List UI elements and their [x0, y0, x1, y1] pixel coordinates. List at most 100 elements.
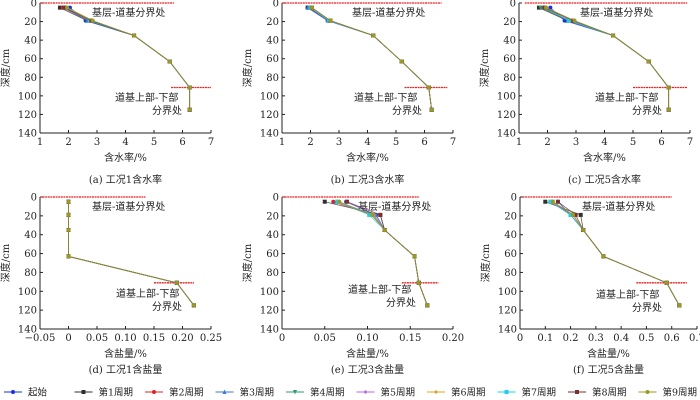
data-point	[11, 390, 15, 394]
data-point	[62, 5, 67, 10]
legend-item: 第4周期	[286, 387, 345, 399]
data-point	[132, 33, 137, 38]
y-tick-label: 60	[266, 249, 279, 260]
y-tick-label: 0	[273, 0, 279, 10]
series-9	[309, 5, 434, 112]
annotation-subgrade-boundary: 道基上部-下部	[354, 91, 417, 104]
data-point	[434, 390, 438, 394]
y-tick-label: 20	[503, 17, 516, 28]
series-9	[337, 199, 430, 308]
data-point	[578, 212, 583, 217]
data-point	[572, 18, 577, 23]
subplot-caption: (c) 工况5含水率	[568, 173, 641, 186]
x-tick-label: 0.5	[638, 333, 654, 344]
data-point	[504, 390, 509, 394]
data-point	[581, 228, 586, 232]
x-tick-label: 2	[65, 137, 71, 148]
legend-item: 第3周期	[215, 387, 275, 399]
data-point	[544, 5, 549, 10]
x-tick-label: 4	[122, 137, 128, 148]
y-tick-label: 0	[510, 0, 516, 10]
data-point	[344, 199, 349, 204]
legend-label: 第8周期	[592, 387, 627, 399]
annotation-base-subgrade: 基层-道基分界处	[580, 6, 653, 19]
data-point	[337, 199, 342, 204]
data-point	[66, 254, 71, 259]
y-tick-label: 140	[260, 325, 279, 336]
y-axis-label: 深度/cm	[241, 48, 254, 87]
data-point	[174, 280, 179, 285]
x-axis-label: 含盐量/%	[587, 347, 630, 360]
x-tick-label: 0.1	[537, 333, 553, 344]
legend-label: 第5周期	[381, 387, 416, 399]
y-tick-label: 40	[504, 230, 517, 241]
x-tick-label: 1	[516, 137, 522, 148]
data-point	[328, 18, 333, 23]
y-tick-label: 120	[18, 110, 37, 121]
data-point	[425, 303, 430, 308]
data-point	[677, 303, 682, 308]
y-tick-label: 60	[503, 54, 516, 65]
series-line	[66, 7, 191, 110]
legend: 起始 第1周期 第2周期 第3周期 第4周期 第5周期 第6周期 第7周期 第8周期 第9周期	[4, 387, 697, 399]
y-tick-label: 40	[266, 230, 279, 241]
x-axis-label: 含盐量/%	[346, 347, 389, 360]
data-point	[555, 199, 560, 204]
data-point	[152, 390, 156, 394]
x-tick-label: 0.7	[689, 333, 700, 344]
data-point	[331, 199, 336, 204]
data-point	[426, 85, 431, 90]
annotation-subgrade-boundary: 道基上部-下部	[116, 287, 179, 300]
data-point	[187, 85, 192, 90]
x-tick-label: 3	[336, 137, 342, 148]
data-point	[666, 107, 671, 112]
x-tick-label: 0.20	[171, 333, 193, 344]
x-tick-label: 0.2	[563, 333, 579, 344]
annotation-base-subgrade: 基层-道基分界处	[92, 200, 165, 213]
x-tick-label: 1	[279, 137, 285, 148]
data-point	[191, 303, 196, 308]
x-tick-label: 0.15	[399, 333, 421, 344]
x-tick-label: 0.25	[200, 333, 222, 344]
y-tick-label: 0	[511, 193, 517, 204]
subplot-f: 02040608010012014000.10.20.30.40.50.60.7…	[479, 193, 700, 377]
data-point	[81, 390, 86, 394]
y-tick-label: 140	[497, 129, 516, 140]
data-point	[664, 280, 669, 285]
x-tick-label: 6	[658, 137, 664, 148]
data-point	[382, 228, 387, 232]
data-point	[322, 199, 327, 204]
x-axis-label: 含水率/%	[346, 151, 389, 164]
y-tick-label: 100	[260, 91, 279, 102]
y-tick-label: 60	[24, 54, 37, 65]
x-tick-label: 0	[65, 333, 71, 344]
x-tick-label: 1	[37, 137, 43, 148]
legend-label: 第7周期	[522, 387, 557, 399]
y-tick-label: 100	[497, 91, 516, 102]
x-tick-label: 3	[94, 137, 100, 148]
y-tick-label: 40	[266, 36, 279, 47]
data-point	[412, 254, 417, 259]
annotation-base-subgrade: 基层-道基分界处	[352, 6, 425, 19]
subplot-d: 0 20 40 60 80 100 120 140−0.05 0 0.05 0.10 0.15 0.20…	[0, 193, 222, 377]
y-tick-label: 100	[498, 287, 517, 298]
annotation-subgrade-boundary: 道基上部-下部	[596, 288, 659, 301]
x-tick-label: 5	[151, 137, 157, 148]
data-point	[399, 59, 404, 64]
annotation-subgrade-boundary: 道基上部-下部	[115, 91, 178, 104]
y-tick-label: 140	[498, 325, 517, 336]
y-tick-label: 80	[266, 268, 279, 279]
data-point	[573, 212, 578, 217]
data-point	[57, 5, 62, 10]
x-tick-label: 2	[307, 137, 313, 148]
annotation-subgrade-boundary-2: 分界处	[386, 297, 416, 309]
legend-label: 第3周期	[240, 387, 275, 399]
data-point	[548, 199, 553, 204]
series-line	[552, 201, 680, 306]
legend-label: 起始	[28, 387, 48, 399]
data-point	[378, 212, 383, 217]
annotation-subgrade-boundary-2: 分界处	[632, 302, 662, 314]
subplot-caption: (b) 工况3含水率	[331, 173, 405, 186]
